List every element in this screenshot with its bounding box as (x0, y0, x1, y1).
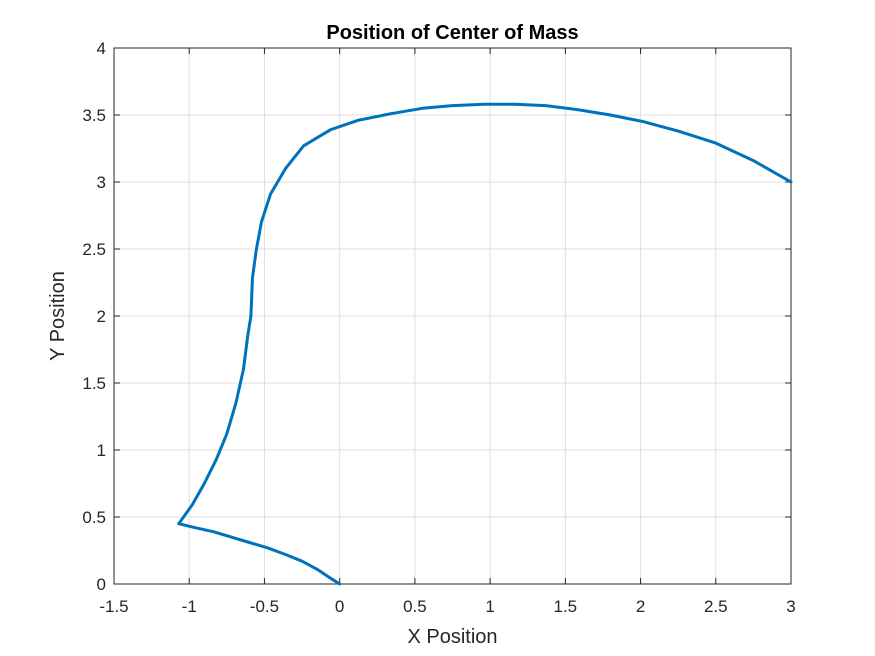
y-tick-label: 1.5 (82, 374, 106, 393)
x-tick-label: 0.5 (403, 597, 427, 616)
x-tick-label: 1 (485, 597, 494, 616)
y-tick-label: 4 (97, 39, 106, 58)
x-axis-title: X Position (407, 626, 497, 648)
y-tick-label: 2 (97, 307, 106, 326)
y-tick-label: 2.5 (82, 240, 106, 259)
y-tick-label: 3 (97, 173, 106, 192)
y-tick-label: 0 (97, 575, 106, 594)
x-tick-label: -1.5 (99, 597, 128, 616)
x-tick-label: 0 (335, 597, 344, 616)
series-line (177, 102, 793, 586)
y-tick-label: 3.5 (82, 106, 106, 125)
grid (113, 47, 792, 585)
x-tick-label: 3 (786, 597, 795, 616)
chart-title: Position of Center of Mass (326, 22, 578, 44)
ticks: -1.5 -1 -0.5 0 0.5 1 1.5 2 2.5 3 0 0.5 1 1.5 2 2.5 3 3.5 4 (82, 39, 795, 616)
y-tick-label: 0.5 (82, 508, 106, 527)
y-axis-title: Y Position (47, 271, 69, 361)
x-tick-label: -0.5 (250, 597, 279, 616)
x-tick-label: 2.5 (704, 597, 728, 616)
x-tick-label: 1.5 (554, 597, 578, 616)
x-tick-label: 2 (636, 597, 645, 616)
x-tick-label: -1 (182, 597, 197, 616)
y-tick-label: 1 (97, 441, 106, 460)
series-layer (177, 102, 793, 586)
